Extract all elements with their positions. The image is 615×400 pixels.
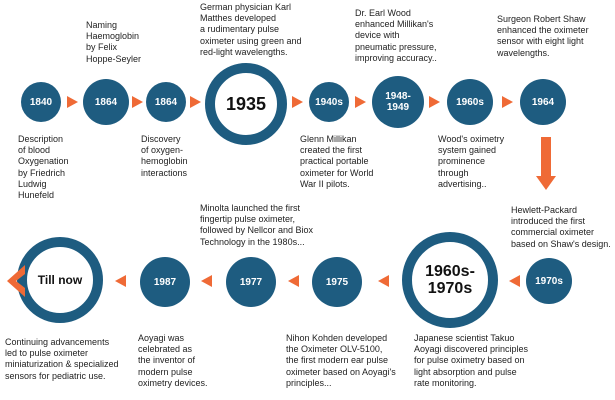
arrow-8 (509, 275, 520, 287)
desc-1977: Minolta launched the first fingertip pul… (200, 203, 314, 247)
node-1864-discovery: 1864 (146, 82, 186, 122)
node-1970s: 1970s (526, 258, 572, 304)
down-arrow-head (536, 176, 556, 190)
desc-1964: Surgeon Robert Shaw enhanced the oximete… (497, 14, 589, 58)
arrow-1 (67, 96, 78, 108)
chevron-left-icon (7, 265, 25, 297)
desc-1864-naming: Naming Haemoglobin by Felix Hoppe-Seyler (86, 20, 142, 64)
arrow-12 (115, 275, 126, 287)
node-1840: 1840 (21, 82, 61, 122)
node-1940s: 1940s (309, 82, 349, 122)
node-1960s: 1960s (447, 79, 493, 125)
arrow-11 (201, 275, 212, 287)
arrow-4 (292, 96, 303, 108)
arrow-3 (190, 96, 201, 108)
arrow-6 (429, 96, 440, 108)
desc-till-now: Continuing advancements led to pulse oxi… (5, 337, 119, 381)
arrow-10 (288, 275, 299, 287)
arrow-7 (502, 96, 513, 108)
desc-1960s-1970s: Japanese scientist Takuo Aoyagi discover… (414, 333, 529, 388)
down-arrow-shaft (541, 137, 551, 177)
node-till-now: Till now (17, 237, 103, 323)
arrow-5 (355, 96, 366, 108)
desc-1864-discovery: Discovery of oxygen- hemoglobin interact… (141, 134, 188, 178)
node-1864-naming: 1864 (83, 79, 129, 125)
desc-1940s: Glenn Millikan created the first practic… (300, 134, 374, 189)
node-1960s-1970s: 1960s- 1970s (402, 232, 498, 328)
desc-1975: Nihon Kohden developed the Oximeter OLV-… (286, 333, 396, 388)
desc-1970s: Hewlett-Packard introduced the first com… (511, 205, 611, 249)
desc-1840: Description of blood Oxygenation by Frie… (18, 134, 69, 201)
node-1987: 1987 (140, 257, 190, 307)
arrow-2 (132, 96, 143, 108)
desc-1987: Aoyagi was celebrated as the inventor of… (138, 333, 208, 388)
node-1964: 1964 (520, 79, 566, 125)
desc-1948-1949: Dr. Earl Wood enhanced Millikan's device… (355, 8, 437, 63)
node-1975: 1975 (312, 257, 362, 307)
desc-1935: German physician Karl Matthes developed … (200, 2, 302, 57)
node-1948-1949: 1948- 1949 (372, 76, 424, 128)
node-1977: 1977 (226, 257, 276, 307)
node-1935: 1935 (205, 63, 287, 145)
desc-1960s: Wood's oximetry system gained prominence… (438, 134, 505, 189)
arrow-9 (378, 275, 389, 287)
